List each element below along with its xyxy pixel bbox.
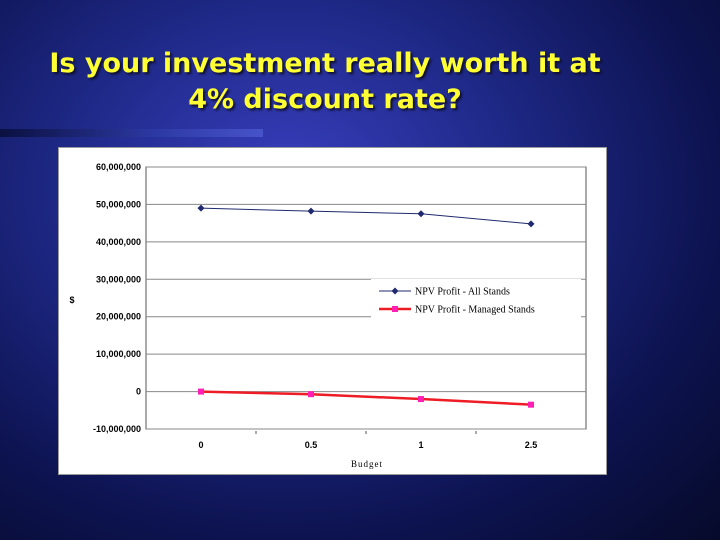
y-tick-label: 20,000,000 — [96, 312, 141, 322]
y-tick-label: 40,000,000 — [96, 237, 141, 247]
chart-frame: 60,000,000 50,000,000 40,000,000 30,000,000… — [58, 147, 607, 475]
y-tick-label: 30,000,000 — [96, 274, 141, 284]
legend-entry-label: NPV Profit - All Stands — [415, 287, 510, 298]
y-tick-label: 50,000,000 — [96, 199, 141, 209]
y-tick-label: 0 — [136, 387, 141, 397]
series-line-1 — [200, 207, 532, 225]
data-point-square — [418, 396, 424, 403]
data-point-square — [528, 401, 534, 408]
x-tick-label: 1 — [418, 440, 423, 450]
data-point-diamond — [417, 210, 425, 218]
title-line-2: 4% discount rate? — [188, 84, 462, 115]
legend-box — [371, 279, 581, 319]
y-tick-label: 10,000,000 — [96, 349, 141, 359]
series-layer — [197, 204, 535, 408]
series-line-2 — [200, 390, 532, 406]
x-axis-label: Budget — [351, 459, 383, 469]
legend-layer: NPV Profit - All Stands NPV Profit - Mana… — [371, 279, 581, 319]
data-point-square — [198, 388, 204, 395]
y-tick-label: -10,000,000 — [93, 424, 141, 434]
x-tick-label: 0 — [198, 440, 203, 450]
tick-layer: 60,000,000 50,000,000 40,000,000 30,000,000… — [93, 162, 537, 450]
y-axis-label: $ — [69, 295, 74, 305]
data-point-diamond — [197, 204, 205, 212]
title-underline-bar — [0, 129, 263, 137]
legend-marker — [392, 306, 398, 312]
data-point-square — [308, 391, 314, 398]
y-tick-label: 60,000,000 — [96, 162, 141, 172]
data-point-diamond — [527, 220, 535, 228]
x-tick-label: 2.5 — [525, 440, 538, 450]
data-point-diamond — [307, 207, 315, 215]
slide-title: Is your investment really worth it at 4%… — [0, 46, 650, 118]
legend-marker — [391, 287, 399, 295]
x-tick-label: 0.5 — [305, 440, 318, 450]
npv-line-chart: 60,000,000 50,000,000 40,000,000 30,000,000… — [69, 162, 587, 469]
title-line-1: Is your investment really worth it at — [49, 48, 601, 79]
legend-entry-label: NPV Profit - Managed Stands — [415, 305, 535, 316]
